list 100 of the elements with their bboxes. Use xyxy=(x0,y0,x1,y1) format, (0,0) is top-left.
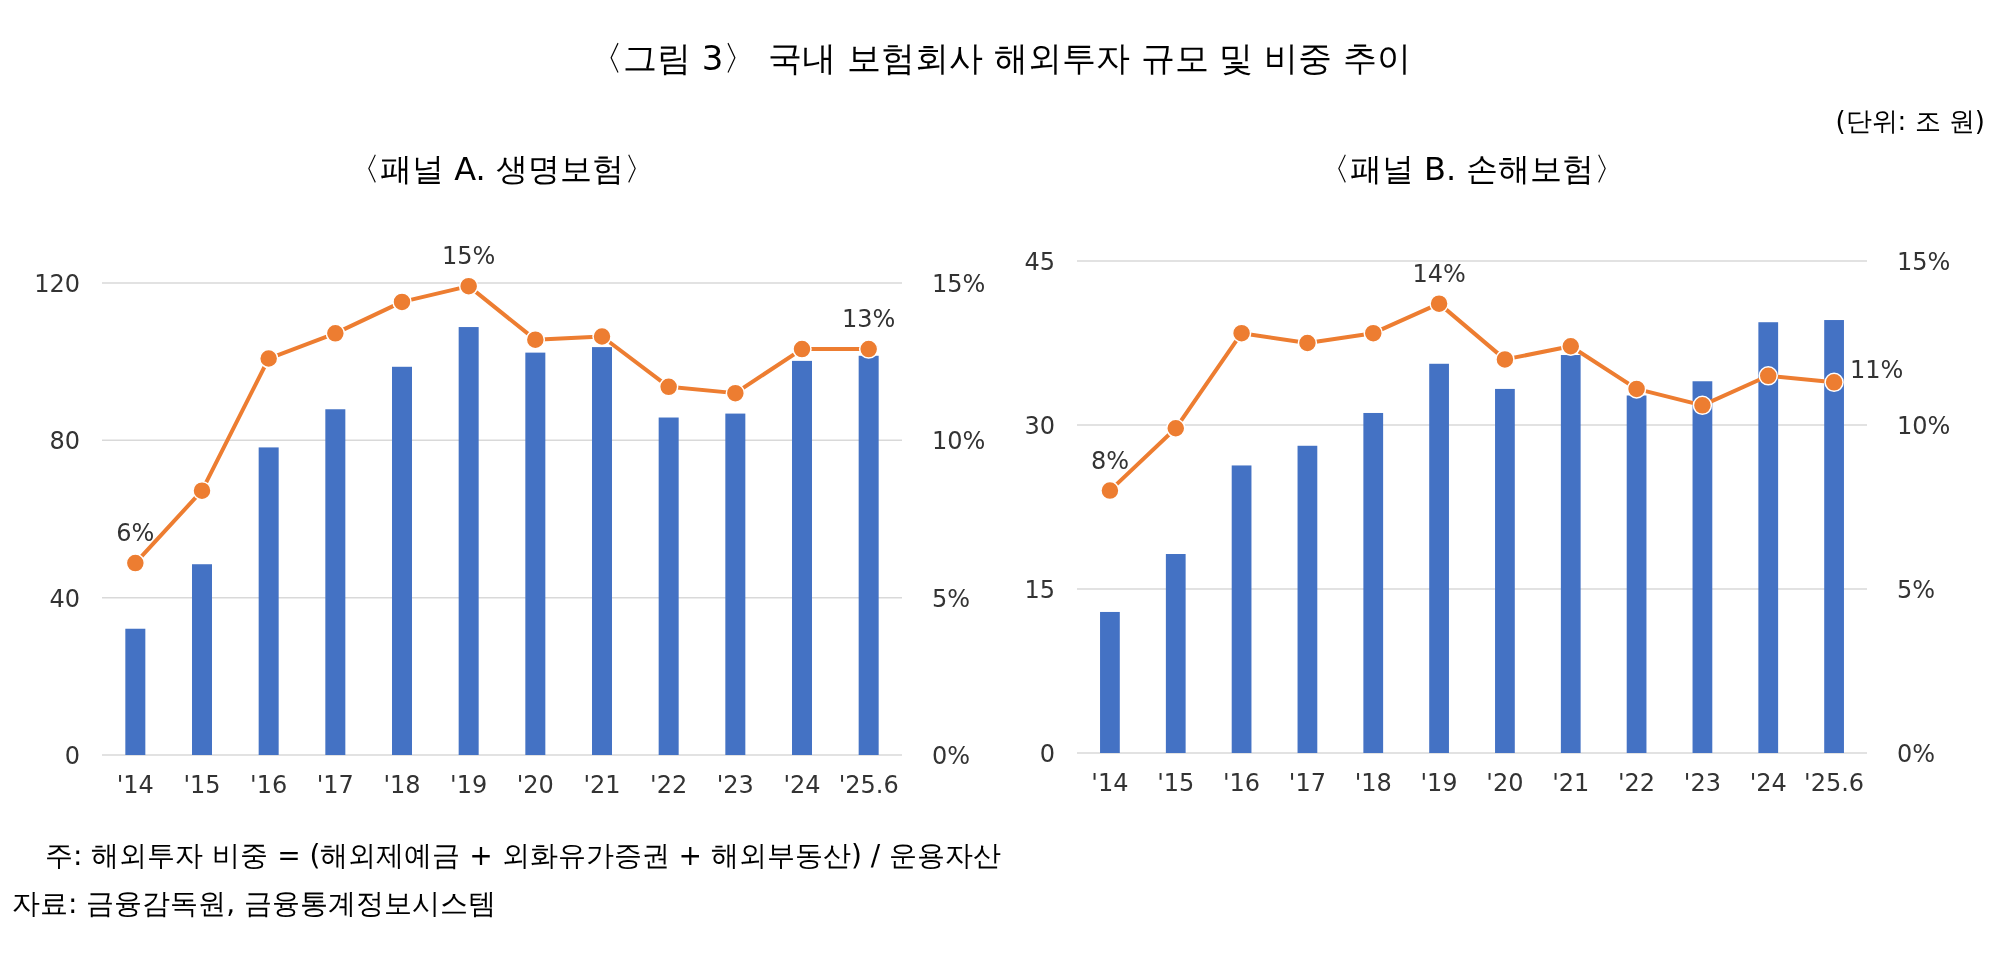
point xyxy=(1231,323,1252,343)
point xyxy=(258,348,279,369)
point xyxy=(1495,349,1515,370)
point xyxy=(1429,293,1449,314)
bar xyxy=(1626,395,1647,753)
data-label: 8% xyxy=(1090,446,1129,475)
x-tick-label: '15 xyxy=(1157,769,1195,797)
text: (단위: 조 원) xyxy=(1835,106,1985,136)
x-tick-label: '17 xyxy=(316,771,354,799)
text: 〈그림 3〉 국내 보험회사 해외투자 규모 및 비중 추이 xyxy=(588,38,1412,78)
bar xyxy=(458,327,479,755)
bar xyxy=(1231,465,1252,753)
x-tick-label: '14 xyxy=(1091,769,1129,797)
y-tick-label: 45 xyxy=(1024,248,1055,276)
bar xyxy=(725,413,746,755)
bar xyxy=(1560,355,1581,753)
bar xyxy=(1100,611,1120,753)
x-tick-label: '17 xyxy=(1288,769,1326,797)
bar xyxy=(1363,412,1384,753)
point xyxy=(125,553,146,573)
point xyxy=(725,383,746,403)
point xyxy=(858,339,879,359)
y-tick-label: 15 xyxy=(1024,576,1055,604)
point xyxy=(1824,372,1844,393)
x-tick-label: '18 xyxy=(383,771,421,799)
point xyxy=(192,480,212,501)
y-tick-label: 30 xyxy=(1024,412,1055,440)
y-tick-label: 0 xyxy=(64,742,80,770)
y-tick-label: 0 xyxy=(1039,740,1055,768)
y-tick-label: 120 xyxy=(34,270,80,298)
x-tick-label: '19 xyxy=(1420,769,1458,797)
point xyxy=(1561,336,1581,357)
y2-tick-label: 0% xyxy=(1897,740,1936,768)
bar xyxy=(325,409,346,755)
x-tick-label: '16 xyxy=(1223,769,1261,797)
x-tick-label: '23 xyxy=(1683,769,1721,797)
point xyxy=(1100,480,1120,501)
x-tick-label: '20 xyxy=(1486,769,1524,797)
point xyxy=(658,377,679,397)
bar xyxy=(258,447,279,755)
bar xyxy=(1429,363,1449,753)
bar xyxy=(1495,388,1515,753)
y2-tick-label: 15% xyxy=(932,270,986,298)
y2-tick-label: 10% xyxy=(932,427,986,456)
point xyxy=(392,292,412,312)
bar xyxy=(1692,381,1713,753)
point xyxy=(325,323,346,344)
data-label: 13% xyxy=(841,305,896,334)
y-tick-label: 80 xyxy=(49,427,80,456)
point xyxy=(592,326,612,347)
data-label: 6% xyxy=(116,519,155,548)
data-label: 14% xyxy=(1412,259,1466,288)
x-tick-label: '19 xyxy=(450,771,488,799)
y2-tick-label: 0% xyxy=(932,742,971,770)
x-tick-label: '22 xyxy=(1618,769,1656,797)
point xyxy=(1166,418,1186,439)
y-tick-label: 40 xyxy=(49,584,80,613)
x-tick-label: '18 xyxy=(1354,769,1392,797)
x-tick-label: '24 xyxy=(783,771,821,799)
point xyxy=(792,339,812,359)
point xyxy=(1297,333,1318,353)
point xyxy=(525,329,546,350)
bar xyxy=(1165,554,1186,753)
point xyxy=(458,276,479,296)
x-tick-label: '25.6 xyxy=(838,771,899,799)
y2-tick-label: 5% xyxy=(1897,576,1936,604)
data-label: 11% xyxy=(1850,356,1904,385)
text: 주: 해외투자 비중 = (해외제예금 + 외화유가증권 + 해외부동산) / 운용자산 xyxy=(45,839,1002,872)
x-tick-label: '20 xyxy=(516,771,554,799)
x-tick-label: '21 xyxy=(1552,769,1590,797)
x-tick-label: '15 xyxy=(183,771,221,799)
bar xyxy=(792,360,812,755)
point xyxy=(1692,395,1713,416)
chart-subtitle: 〈패널 B. 손해보험〉 xyxy=(1317,150,1627,188)
x-tick-label: '25.6 xyxy=(1804,769,1865,797)
chart-subtitle: 〈패널 A. 생명보험〉 xyxy=(348,150,656,188)
x-tick-label: '23 xyxy=(716,771,754,799)
x-tick-label: '16 xyxy=(250,771,288,799)
x-tick-label: '22 xyxy=(650,771,688,799)
bar xyxy=(658,417,679,755)
x-tick-label: '21 xyxy=(583,771,621,799)
bar xyxy=(1824,320,1844,753)
bar xyxy=(192,564,212,755)
y2-tick-label: 15% xyxy=(1897,248,1951,276)
point xyxy=(1758,366,1778,386)
bar xyxy=(125,628,146,755)
y2-tick-label: 5% xyxy=(932,584,971,613)
x-tick-label: '24 xyxy=(1749,769,1787,797)
y2-tick-label: 10% xyxy=(1897,412,1951,440)
text: 자료: 금융감독원, 금융통계정보시스템 xyxy=(12,887,497,920)
bar xyxy=(392,366,412,755)
bar xyxy=(525,352,546,755)
data-label: 15% xyxy=(441,242,496,271)
bar xyxy=(858,355,879,755)
x-tick-label: '14 xyxy=(116,771,154,799)
bar xyxy=(592,347,612,755)
bar xyxy=(1297,445,1318,753)
point xyxy=(1626,379,1647,399)
point xyxy=(1363,323,1383,343)
bar xyxy=(1758,322,1779,753)
